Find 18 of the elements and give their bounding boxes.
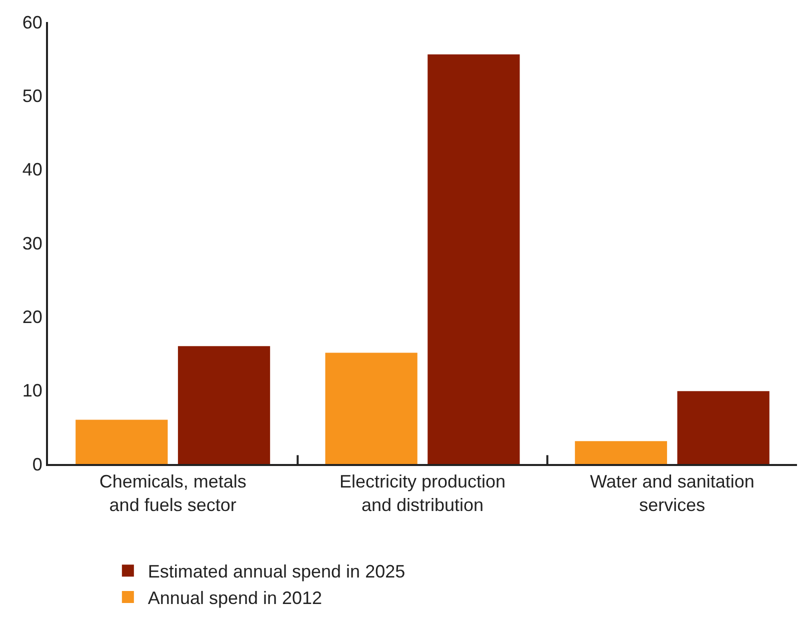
bar — [325, 352, 418, 464]
bar — [178, 346, 270, 464]
legend-label: Estimated annual spend in 2025 — [148, 562, 406, 582]
x-tick-label: Chemicals, metals and fuels sector — [99, 472, 246, 515]
y-tick-label: 30 — [22, 233, 42, 254]
bar — [76, 420, 168, 464]
y-tick-label: 10 — [22, 380, 42, 401]
bar — [428, 54, 520, 464]
y-tick-label: 60 — [22, 12, 42, 32]
bar — [574, 441, 668, 464]
y-tick-label: 40 — [22, 160, 42, 180]
y-tick-label: 50 — [22, 86, 42, 106]
bar — [677, 391, 770, 464]
x-tick-label: Electricity production and distribution — [339, 472, 506, 515]
legend-label: Annual spend in 2012 — [148, 588, 322, 608]
y-tick-label: 0 — [32, 454, 42, 474]
x-tick-label: Water and sanitation services — [590, 472, 754, 515]
y-tick-label: 20 — [22, 306, 42, 327]
